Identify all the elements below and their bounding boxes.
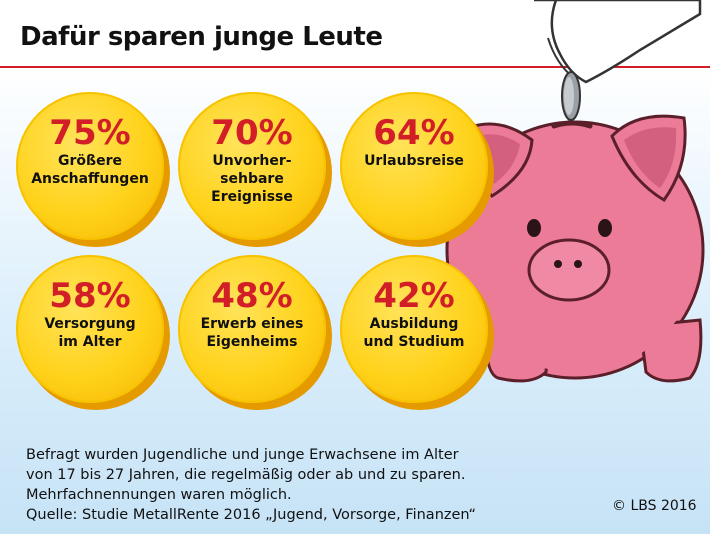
coin-icon [561,71,581,121]
coin-large-purchases: 75% Größere Anschaffungen [16,92,174,250]
coin-value: 64% [373,113,455,153]
coin-value: 42% [373,276,455,316]
coin-unforeseen-events: 70% Unvorher- sehbare Ereignisse [178,92,336,250]
copyright: © LBS 2016 [612,498,697,514]
coin-label: Unvorher- sehbare Ereignisse [211,153,293,205]
coin-label: Größere Anschaffungen [31,153,149,187]
coin-vacation: 64% Urlaubsreise [340,92,498,250]
coin-value: 48% [211,276,293,316]
page-title: Dafür sparen junge Leute [20,22,383,52]
coin-retirement: 58% Versorgung im Alter [16,255,174,413]
coin-label: Ausbildung und Studium [363,316,465,350]
coin-label: Erwerb eines Eigenheims [200,316,304,350]
coin-value: 75% [49,113,131,153]
coin-value: 70% [211,113,293,153]
coin-value: 58% [49,276,131,316]
coin-home-ownership: 48% Erwerb eines Eigenheims [178,255,336,413]
coin-education: 42% Ausbildung und Studium [340,255,498,413]
coin-label: Urlaubsreise [364,153,464,169]
title-divider [0,66,710,68]
coin-label: Versorgung im Alter [44,316,136,350]
footnote: Befragt wurden Jugendliche und junge Erw… [26,447,477,523]
hand-icon [534,0,702,84]
